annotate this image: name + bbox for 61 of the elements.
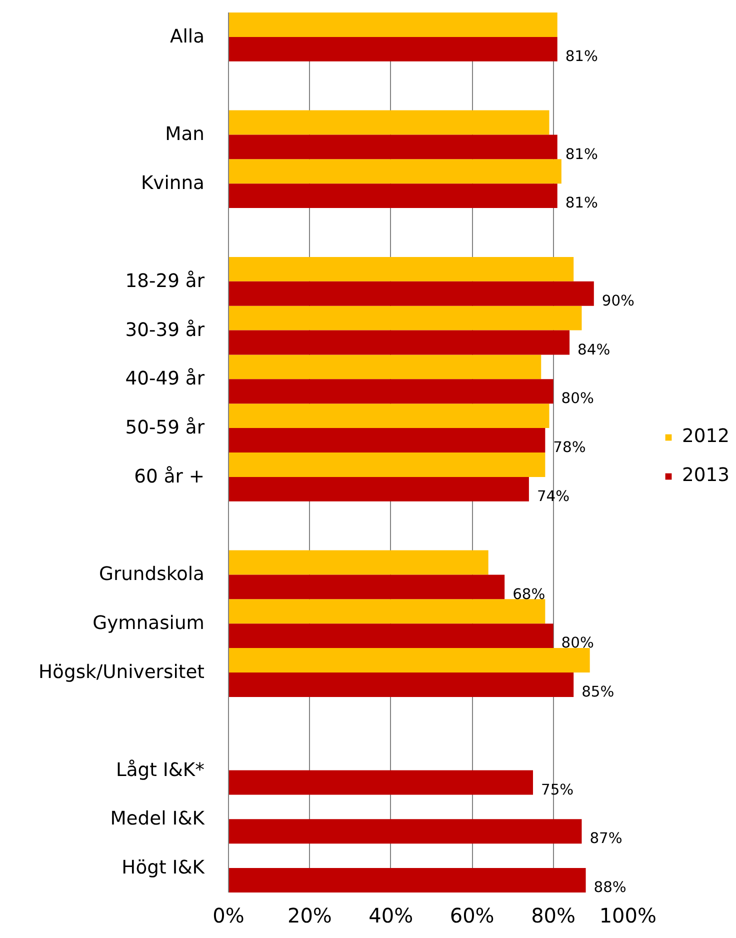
x-tick-label: 0% bbox=[212, 904, 244, 928]
data-label: 81% bbox=[565, 146, 598, 163]
x-tick-label: 20% bbox=[287, 904, 332, 928]
x-tick-label: 60% bbox=[450, 904, 494, 928]
data-label: 78% bbox=[553, 439, 586, 456]
bar bbox=[228, 281, 594, 306]
bar bbox=[228, 36, 558, 62]
data-label: 87% bbox=[590, 830, 622, 848]
y-tick-label: 50-59 år bbox=[125, 416, 205, 439]
y-tick-label: Grundskola bbox=[98, 564, 205, 586]
y-tick-label: 40-49 år bbox=[125, 368, 205, 390]
bar bbox=[228, 624, 554, 648]
y-tick-label: Högsk/Universitet bbox=[38, 662, 205, 683]
legend-label: 2012 bbox=[682, 426, 730, 447]
data-label: 81% bbox=[565, 48, 598, 65]
bar bbox=[228, 256, 574, 282]
bar bbox=[228, 648, 590, 672]
bar bbox=[228, 476, 529, 502]
bar bbox=[228, 354, 542, 380]
data-label: 80% bbox=[561, 634, 594, 652]
y-tick-label: Kvinna bbox=[140, 173, 205, 194]
data-label: 75% bbox=[541, 781, 574, 798]
y-tick-label: Lågt I&K* bbox=[116, 758, 205, 781]
bar bbox=[228, 428, 546, 452]
y-tick-label: 18-29 år bbox=[125, 270, 205, 292]
data-label: 80% bbox=[561, 390, 594, 408]
legend-label: 2013 bbox=[682, 465, 730, 486]
bar bbox=[228, 819, 582, 844]
y-tick-label: Högt I&K bbox=[122, 858, 206, 879]
data-label: 68% bbox=[512, 586, 546, 603]
bar bbox=[228, 452, 546, 477]
data-label: 85% bbox=[582, 684, 614, 701]
y-tick-label: Gymnasium bbox=[92, 613, 205, 634]
bar bbox=[228, 672, 574, 697]
data-label: 84% bbox=[578, 341, 610, 358]
bar bbox=[228, 599, 546, 624]
bar bbox=[228, 330, 570, 355]
data-label: 74% bbox=[536, 488, 570, 505]
bar bbox=[228, 868, 586, 892]
bar bbox=[228, 404, 550, 428]
y-tick-label: Man bbox=[165, 124, 205, 146]
bar bbox=[228, 184, 558, 208]
x-tick-label: 100% bbox=[599, 904, 657, 928]
bar bbox=[228, 306, 582, 330]
bar bbox=[228, 550, 488, 575]
y-tick-label: 30-39 år bbox=[125, 318, 205, 341]
x-tick-label: 40% bbox=[368, 904, 414, 928]
bar bbox=[228, 110, 550, 135]
data-label: 81% bbox=[565, 194, 598, 212]
bar bbox=[228, 770, 533, 795]
data-label: 90% bbox=[602, 292, 635, 310]
data-label: 88% bbox=[594, 879, 626, 896]
bar bbox=[228, 134, 558, 160]
bar bbox=[228, 159, 562, 184]
bar bbox=[228, 12, 558, 37]
x-tick-label: 80% bbox=[531, 904, 576, 928]
y-tick-label: 60 år + bbox=[134, 465, 205, 488]
y-tick-label: Medel I&K bbox=[110, 808, 206, 830]
bar bbox=[228, 379, 554, 404]
y-tick-label: Alla bbox=[170, 26, 204, 48]
bar bbox=[228, 574, 505, 600]
